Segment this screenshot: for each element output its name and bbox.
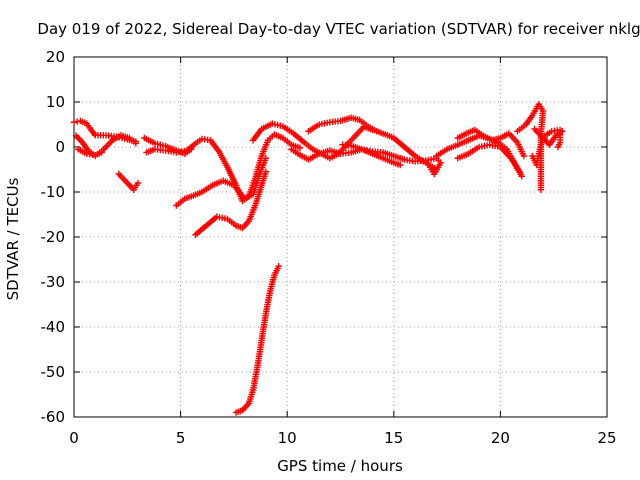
data-point xyxy=(554,143,562,151)
y-tick-label: -20 xyxy=(41,228,66,246)
grid-layer xyxy=(74,57,607,417)
series-arc-s xyxy=(531,125,566,148)
data-point xyxy=(262,168,270,175)
data-point xyxy=(518,173,525,180)
data-point xyxy=(396,161,404,169)
x-tick-label: 10 xyxy=(278,429,297,447)
series-arc-c xyxy=(75,146,105,159)
data-point xyxy=(134,179,142,187)
y-tick-label: -50 xyxy=(41,363,66,381)
data-point xyxy=(262,155,270,162)
series-arc-h xyxy=(192,168,270,238)
plot-frame xyxy=(73,56,608,418)
series-arc-g xyxy=(173,155,270,209)
x-tick-label: 5 xyxy=(176,429,186,447)
data-point xyxy=(98,149,105,156)
series-arc-i xyxy=(232,263,282,416)
series-arc-d xyxy=(115,170,142,193)
x-tick-label: 25 xyxy=(597,429,616,447)
series-arc-f xyxy=(143,131,304,205)
chart-title: Day 019 of 2022, Sidereal Day-to-day VTE… xyxy=(37,20,640,38)
data-point xyxy=(537,186,545,193)
data-marks xyxy=(70,101,566,416)
x-tick-label: 15 xyxy=(384,429,403,447)
y-tick-label: 10 xyxy=(46,93,65,111)
x-tick-label: 20 xyxy=(491,429,510,447)
y-tick-label: 20 xyxy=(46,48,65,66)
series-arc-p xyxy=(454,126,528,160)
data-point xyxy=(520,152,528,160)
series-arc-m xyxy=(339,141,444,178)
data-point xyxy=(296,144,304,152)
y-tick-label: 0 xyxy=(55,138,65,156)
y-axis-label: SDTVAR / TECUs xyxy=(4,177,22,300)
data-point xyxy=(132,140,140,147)
y-tick-label: -60 xyxy=(41,408,66,426)
data-point xyxy=(426,164,434,171)
y-tick-label: -40 xyxy=(41,318,66,336)
data-point xyxy=(275,263,282,270)
x-axis-label: GPS time / hours xyxy=(277,457,403,475)
series-arc-l xyxy=(305,114,440,173)
data-point xyxy=(559,128,566,135)
y-tick-label: -30 xyxy=(41,273,66,291)
y-tick-label: -10 xyxy=(41,183,66,201)
x-tick-label: 0 xyxy=(69,429,79,447)
ticks-layer: 0 5 10 15 20 25 -60 -50 -40 -30 -20 -10 0 10 20 xyxy=(41,48,617,447)
